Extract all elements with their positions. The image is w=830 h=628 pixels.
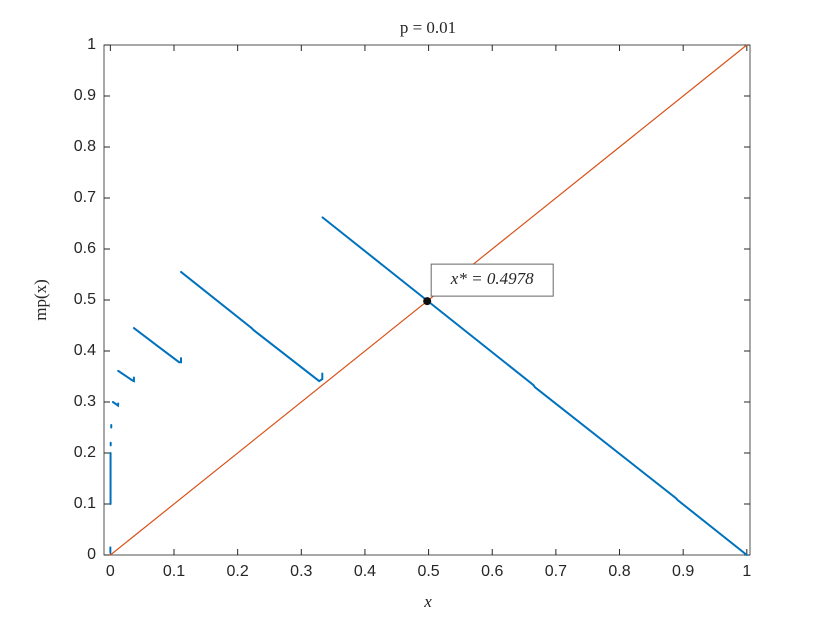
x-tick-label: 0 xyxy=(106,563,115,580)
x-axis-label: x xyxy=(423,592,432,611)
x-tick-label: 0.1 xyxy=(163,563,185,580)
x-tick-label: 0.2 xyxy=(227,563,249,580)
y-tick-label: 0.9 xyxy=(74,87,96,104)
y-tick-label: 0.3 xyxy=(74,393,96,410)
y-tick-label: 0.7 xyxy=(74,189,96,206)
y-tick-label: 0.6 xyxy=(74,240,96,257)
x-tick-label: 0.8 xyxy=(608,563,630,580)
x-tick-label: 0.7 xyxy=(545,563,567,580)
y-axis-label: mp(x) xyxy=(31,279,50,321)
y-tick-label: 0.4 xyxy=(74,342,96,359)
data-point xyxy=(423,297,432,306)
annotation-text: x* = 0.4978 xyxy=(450,269,534,288)
chart-title: p = 0.01 xyxy=(400,18,456,37)
x-tick-label: 0.9 xyxy=(672,563,694,580)
y-tick-label: 0.8 xyxy=(74,138,96,155)
x-tick-label: 0.4 xyxy=(354,563,376,580)
data-line xyxy=(109,216,748,556)
y-tick-label: 0.1 xyxy=(74,495,96,512)
y-tick-label: 1 xyxy=(87,36,96,53)
x-tick-label: 0.6 xyxy=(481,563,503,580)
x-tick-label: 0.5 xyxy=(417,563,439,580)
annotation-box xyxy=(430,263,554,297)
y-tick-label: 0 xyxy=(87,546,96,563)
x-tick-label: 1 xyxy=(742,563,751,580)
y-tick-label: 0.2 xyxy=(74,444,96,461)
y-tick-label: 0.5 xyxy=(74,291,96,308)
x-tick-label: 0.3 xyxy=(290,563,312,580)
